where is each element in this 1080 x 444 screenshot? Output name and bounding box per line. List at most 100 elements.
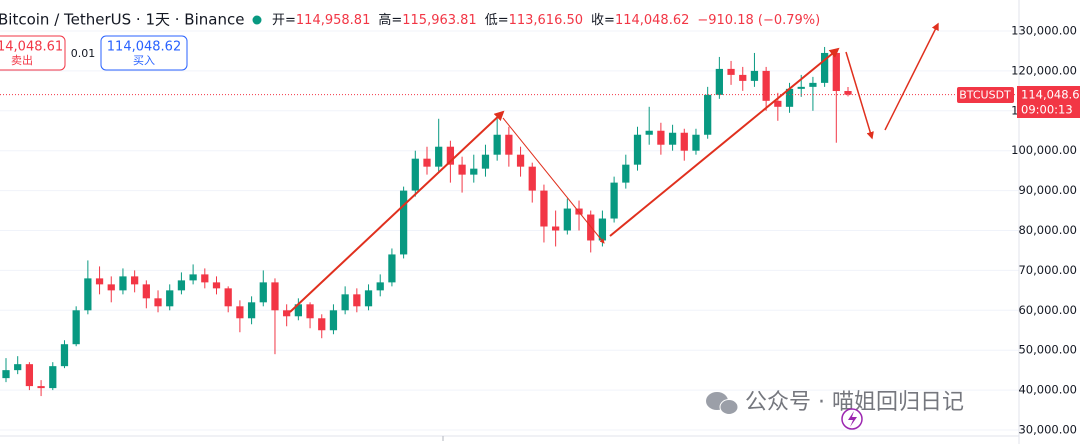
tag-symbol: BTCUSDT [959,89,1011,102]
candle-body [294,304,302,317]
candle-body [201,274,209,283]
y-tick-label: 40,000.00 [1018,383,1077,397]
candle-body [832,52,840,92]
candle-body [610,182,618,219]
ohlc-value: 114,958.81 [296,13,370,28]
tag-symbol-box [957,87,1014,103]
candle-body [809,82,817,87]
arrow [884,22,939,131]
candle-body [844,91,852,95]
candle-body [739,74,747,81]
candle-body [142,284,150,299]
candle-body [166,290,174,307]
sell-button[interactable] [0,35,66,71]
candle-body [820,52,829,83]
arrow [845,51,874,140]
candle-body [189,274,197,281]
annotations [289,22,939,313]
candle-body [516,154,525,167]
candle-body [458,164,466,175]
ohlc-label: 收= [591,13,615,28]
candle-body [668,132,677,145]
price-tag: BTCUSDT 114,048.62 09:00:13 [957,86,1080,118]
status-dot [252,15,262,25]
candle-body [704,94,712,135]
candle-body [353,294,361,307]
candle-body [2,370,10,379]
price-axis: 30,000.00 40,000.00 50,000.00 60,000.00 70,0… [1011,24,1077,437]
ohlc-value: 113,616.50 [509,13,583,28]
arrow [502,117,605,244]
y-tick-label: 100,000.00 [1011,143,1077,157]
grid [0,30,1019,431]
candle-body [423,158,431,167]
candle-body [119,276,127,291]
y-tick-label: 120,000.00 [1011,63,1077,77]
ohlc-line: 开=114,958.81 高=115,963.81 低=113,616.50 收=11… [272,12,820,28]
candle-body [762,70,770,101]
candle-body [247,302,256,319]
wechat-icon [719,399,739,415]
candle-body [107,284,115,291]
candle-body [236,306,244,319]
candle-body [60,344,69,367]
ohlc-label: 开= [272,13,296,28]
candle-body [306,304,314,319]
y-tick-label: 50,000.00 [1018,343,1077,357]
y-tick-label: 60,000.00 [1018,303,1077,317]
candle-body [563,208,571,231]
candle-body [657,130,665,145]
candle-body [25,364,34,387]
candle-body [552,226,560,231]
y-tick-label: 70,000.00 [1018,263,1077,277]
candle-body [715,68,723,95]
candle-body [493,134,501,155]
candle-body [633,134,642,165]
tag-countdown: 09:00:13 [1021,103,1073,117]
buy-price: 114,048.62 [107,40,181,55]
candle-body [692,134,700,151]
ohlc-label: 高= [378,12,402,28]
arrow [289,110,505,313]
candle-body [435,146,443,167]
candle-body [341,294,349,311]
ohlc-label: 低= [485,13,509,28]
candle-body [84,278,92,311]
candle-body [399,190,408,255]
ohlc-value: 115,963.81 [402,13,476,28]
quantity: 0.01 [71,47,96,60]
candle-body [318,318,326,331]
arrow [609,47,840,237]
buy-label: 买入 [133,54,155,67]
candle-body [446,146,455,165]
sell-price: 14,048.61 [0,40,63,55]
y-tick-label: 90,000.00 [1018,183,1077,197]
candle-body [797,86,805,89]
candle-body [645,130,653,135]
buy-button[interactable] [100,35,188,71]
sell-label: 卖出 [11,53,33,67]
candle-body [224,288,232,307]
candle-body [505,134,513,155]
candle-body [72,310,80,345]
tag-price-box [1017,86,1080,118]
candle-body [154,298,162,307]
candle-body [540,190,548,227]
candle-body [785,88,794,107]
candle-body [680,132,688,151]
y-tick-label: 130,000.00 [1011,24,1077,38]
candle-body [364,290,373,307]
y-tick-label: 30,000.00 [1018,422,1077,436]
candle-body [283,310,291,317]
candle-body [622,164,630,183]
candle-body [587,214,595,241]
candle-body [774,100,782,107]
candle-body [481,154,490,169]
candle-body [411,158,419,191]
candle-body [528,166,536,191]
candle-body [259,282,267,303]
candle-body [470,168,478,175]
candle-body [271,282,279,311]
candle-body [598,218,607,241]
